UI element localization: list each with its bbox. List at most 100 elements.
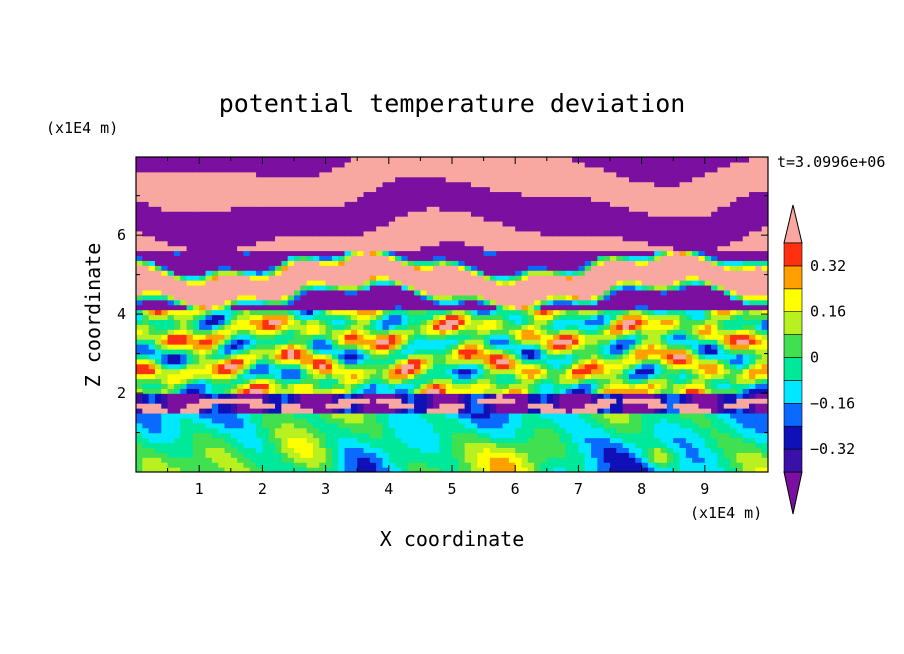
field-cell — [508, 255, 516, 261]
field-cell — [628, 289, 636, 296]
field-cell — [420, 250, 428, 257]
field-cell — [527, 427, 535, 434]
field-cell — [186, 314, 194, 321]
field-cell — [515, 457, 523, 463]
field-cell — [382, 314, 390, 321]
field-cell — [622, 432, 630, 439]
field-cell — [331, 408, 339, 414]
field-cell — [616, 344, 624, 350]
field-cell — [338, 393, 346, 399]
field-cell — [578, 250, 586, 257]
field-cell — [711, 427, 719, 434]
field-cell — [300, 270, 308, 276]
field-cell — [161, 250, 169, 257]
field-cell — [306, 398, 314, 404]
field-cell — [243, 260, 251, 266]
field-cell — [540, 462, 548, 468]
field-cell — [275, 245, 282, 252]
field-cell — [199, 348, 207, 355]
field-cell — [761, 412, 768, 419]
field-cell — [173, 309, 181, 316]
field-cell — [591, 245, 598, 252]
field-cell — [243, 280, 251, 286]
field-cell — [230, 368, 238, 375]
field-cell — [736, 309, 744, 316]
field-cell — [540, 275, 548, 281]
field-cell — [382, 339, 390, 345]
field-cell — [401, 344, 409, 350]
field-cell — [622, 299, 630, 306]
field-cell — [369, 442, 377, 448]
field-cell — [407, 225, 415, 232]
field-cell — [464, 432, 472, 439]
field-cell — [350, 408, 358, 414]
field-cell — [635, 358, 643, 365]
field-cell — [192, 270, 200, 276]
field-cell — [610, 412, 617, 419]
field-cell — [136, 289, 143, 296]
field-cell — [685, 299, 693, 306]
field-cell — [395, 260, 403, 266]
field-cell — [439, 304, 447, 311]
field-cell — [692, 417, 700, 424]
field-cell — [319, 432, 327, 439]
field-cell — [452, 353, 459, 360]
field-cell — [344, 334, 352, 340]
field-cell — [363, 363, 371, 370]
field-cell — [647, 358, 655, 365]
field-cell — [515, 309, 523, 316]
field-cell — [723, 353, 731, 360]
field-cell — [350, 225, 358, 232]
field-cell — [616, 289, 624, 296]
field-cell — [730, 344, 737, 350]
field-cell — [331, 427, 339, 434]
field-cell — [679, 250, 687, 257]
field-cell — [603, 294, 611, 301]
field-cell — [414, 373, 421, 380]
field-cell — [723, 363, 731, 370]
field-cell — [376, 467, 384, 472]
field-cell — [647, 275, 655, 281]
field-cell — [572, 309, 579, 316]
field-cell — [483, 299, 491, 306]
field-cell — [369, 412, 377, 419]
field-cell — [136, 373, 143, 380]
field-cell — [312, 299, 320, 306]
field-cell — [325, 334, 333, 340]
field-cell — [559, 314, 567, 321]
field-cell — [698, 467, 706, 472]
field-cell — [610, 383, 617, 389]
field-cell — [262, 368, 270, 375]
field-cell — [666, 447, 674, 453]
field-cell — [704, 250, 712, 257]
field-cell — [452, 304, 459, 311]
field-cell — [458, 344, 466, 350]
field-cell — [148, 344, 156, 350]
field-cell — [515, 363, 523, 370]
field-cell — [458, 235, 466, 242]
field-cell — [407, 260, 415, 266]
field-cell — [167, 324, 175, 330]
field-cell — [420, 447, 428, 453]
field-cell — [496, 398, 504, 404]
field-cell — [464, 270, 472, 276]
field-cell — [407, 467, 415, 472]
field-cell — [224, 319, 232, 325]
field-cell — [420, 417, 428, 424]
field-cell — [711, 235, 719, 242]
field-cell — [357, 462, 365, 468]
field-cell — [426, 403, 434, 409]
field-cell — [218, 245, 226, 252]
field-cell — [603, 383, 611, 389]
field-cell — [357, 363, 365, 370]
field-cell — [287, 275, 295, 281]
field-cell — [755, 363, 763, 370]
field-cell — [218, 348, 226, 355]
time-label: t=3.0996e+06 — [777, 153, 885, 171]
field-cell — [325, 393, 333, 399]
field-cell — [698, 432, 706, 439]
field-cell — [464, 403, 472, 409]
field-cell — [445, 250, 453, 257]
field-cell — [666, 427, 674, 434]
field-cell — [647, 403, 655, 409]
